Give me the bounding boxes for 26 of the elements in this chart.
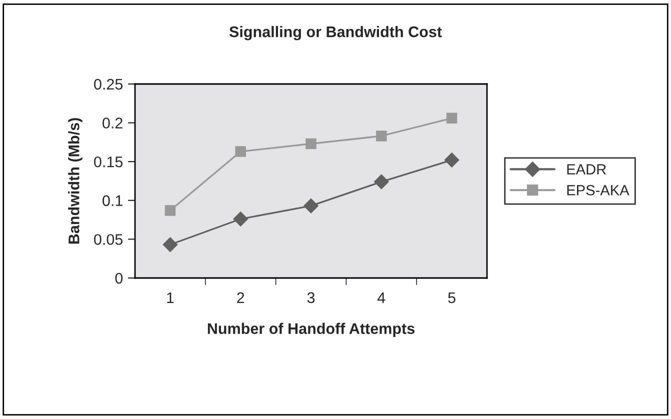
point bbox=[444, 152, 460, 168]
point bbox=[304, 198, 318, 214]
point bbox=[376, 130, 387, 142]
point bbox=[446, 112, 458, 124]
legend-label: EPS-AKA bbox=[567, 185, 630, 196]
y-tick-label: 0 bbox=[115, 272, 123, 284]
y-tick-label: 0.25 bbox=[94, 78, 123, 90]
y-tick-label: 0.15 bbox=[94, 156, 123, 168]
x-axis-title: Number of Handoff Attempts bbox=[208, 322, 414, 338]
y-tick-label: 0.05 bbox=[94, 234, 123, 245]
y-axis-title: Bandwidth (Mb/s) bbox=[68, 118, 82, 244]
x-tick-label: 4 bbox=[378, 292, 386, 303]
point bbox=[374, 174, 389, 190]
x-tick-label: 2 bbox=[237, 292, 244, 303]
y-tick-label: 0.1 bbox=[102, 195, 122, 206]
x-tick-label: 5 bbox=[448, 292, 456, 304]
point bbox=[306, 138, 316, 150]
chart-title: Signalling or Bandwidth Cost bbox=[229, 26, 442, 40]
y-tick-label: 0.2 bbox=[102, 118, 122, 128]
x-tick-label: 1 bbox=[167, 292, 174, 303]
point bbox=[233, 212, 248, 226]
x-tick-label: 3 bbox=[307, 292, 315, 304]
point bbox=[162, 237, 178, 252]
point bbox=[235, 146, 246, 157]
point bbox=[164, 205, 176, 216]
legend-label: EADR bbox=[567, 164, 606, 174]
